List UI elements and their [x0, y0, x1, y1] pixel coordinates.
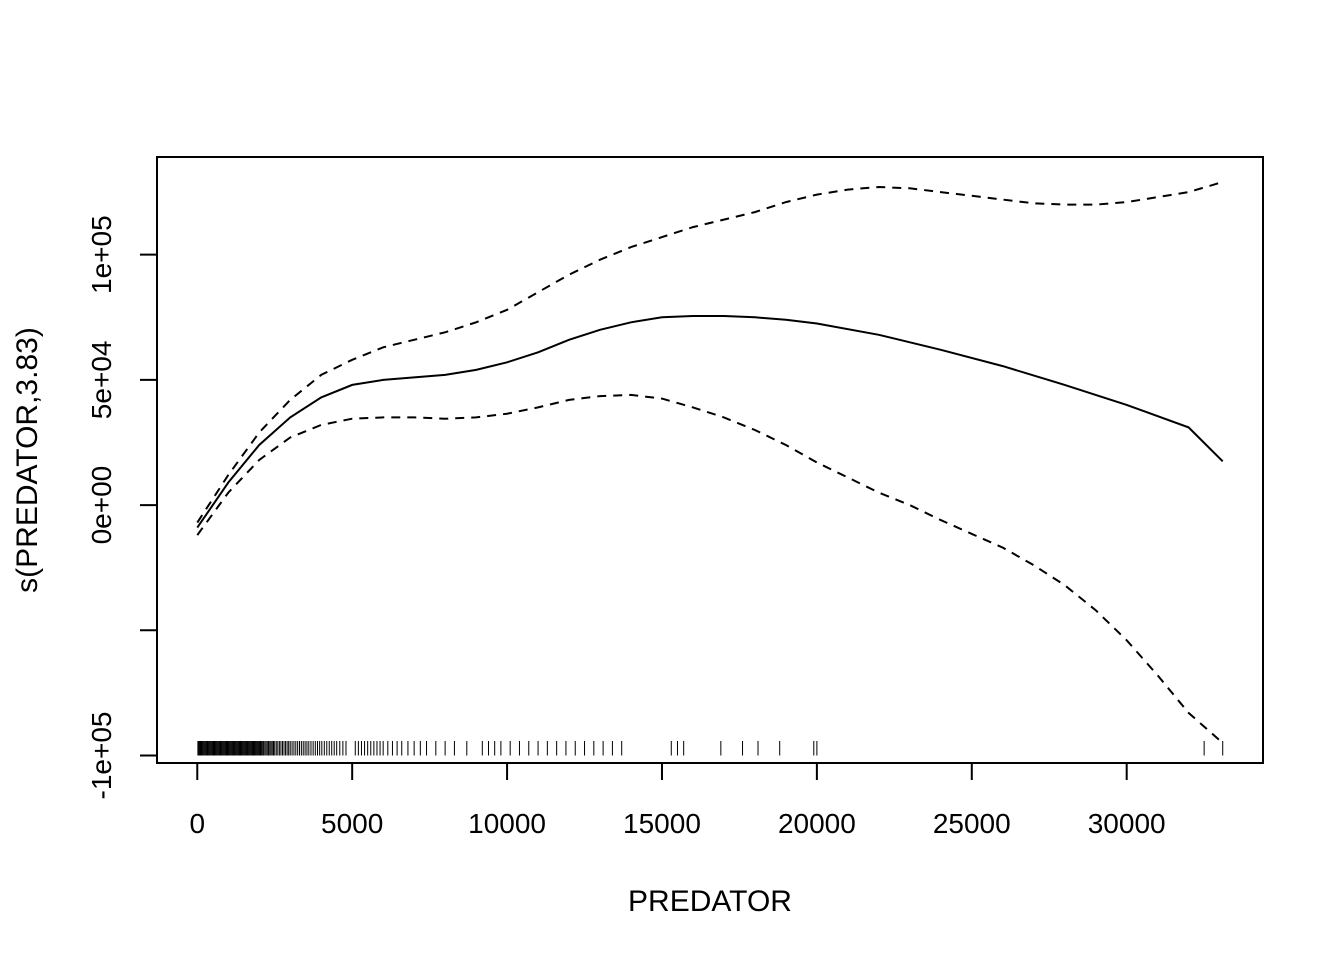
x-tick-label: 15000: [623, 808, 701, 839]
smooth-fit-line: [196, 315, 1224, 529]
x-tick-label: 30000: [1088, 808, 1166, 839]
y-tick-label: -1e+05: [86, 712, 117, 800]
x-tick-label: 20000: [778, 808, 856, 839]
x-tick-label: 25000: [933, 808, 1011, 839]
confidence-band-line: [196, 181, 1223, 524]
chart-marks: 0 5000 10000 15000 20000 25000 30000 -1e+05 0e+0…: [86, 181, 1224, 839]
x-axis-title: PREDATOR: [628, 885, 792, 918]
y-tick-label: 0e+00: [86, 466, 117, 545]
plot-frame: [156, 156, 1264, 764]
y-tick-label: 1e+05: [86, 215, 117, 294]
x-tick-label: 10000: [468, 808, 546, 839]
x-tick-label: 0: [189, 808, 205, 839]
confidence-band-line: [196, 393, 1224, 744]
y-tick-label: 5e+04: [86, 341, 117, 420]
x-tick-label: 5000: [321, 808, 383, 839]
y-axis-title: s(PREDATOR,3.83): [11, 327, 44, 593]
